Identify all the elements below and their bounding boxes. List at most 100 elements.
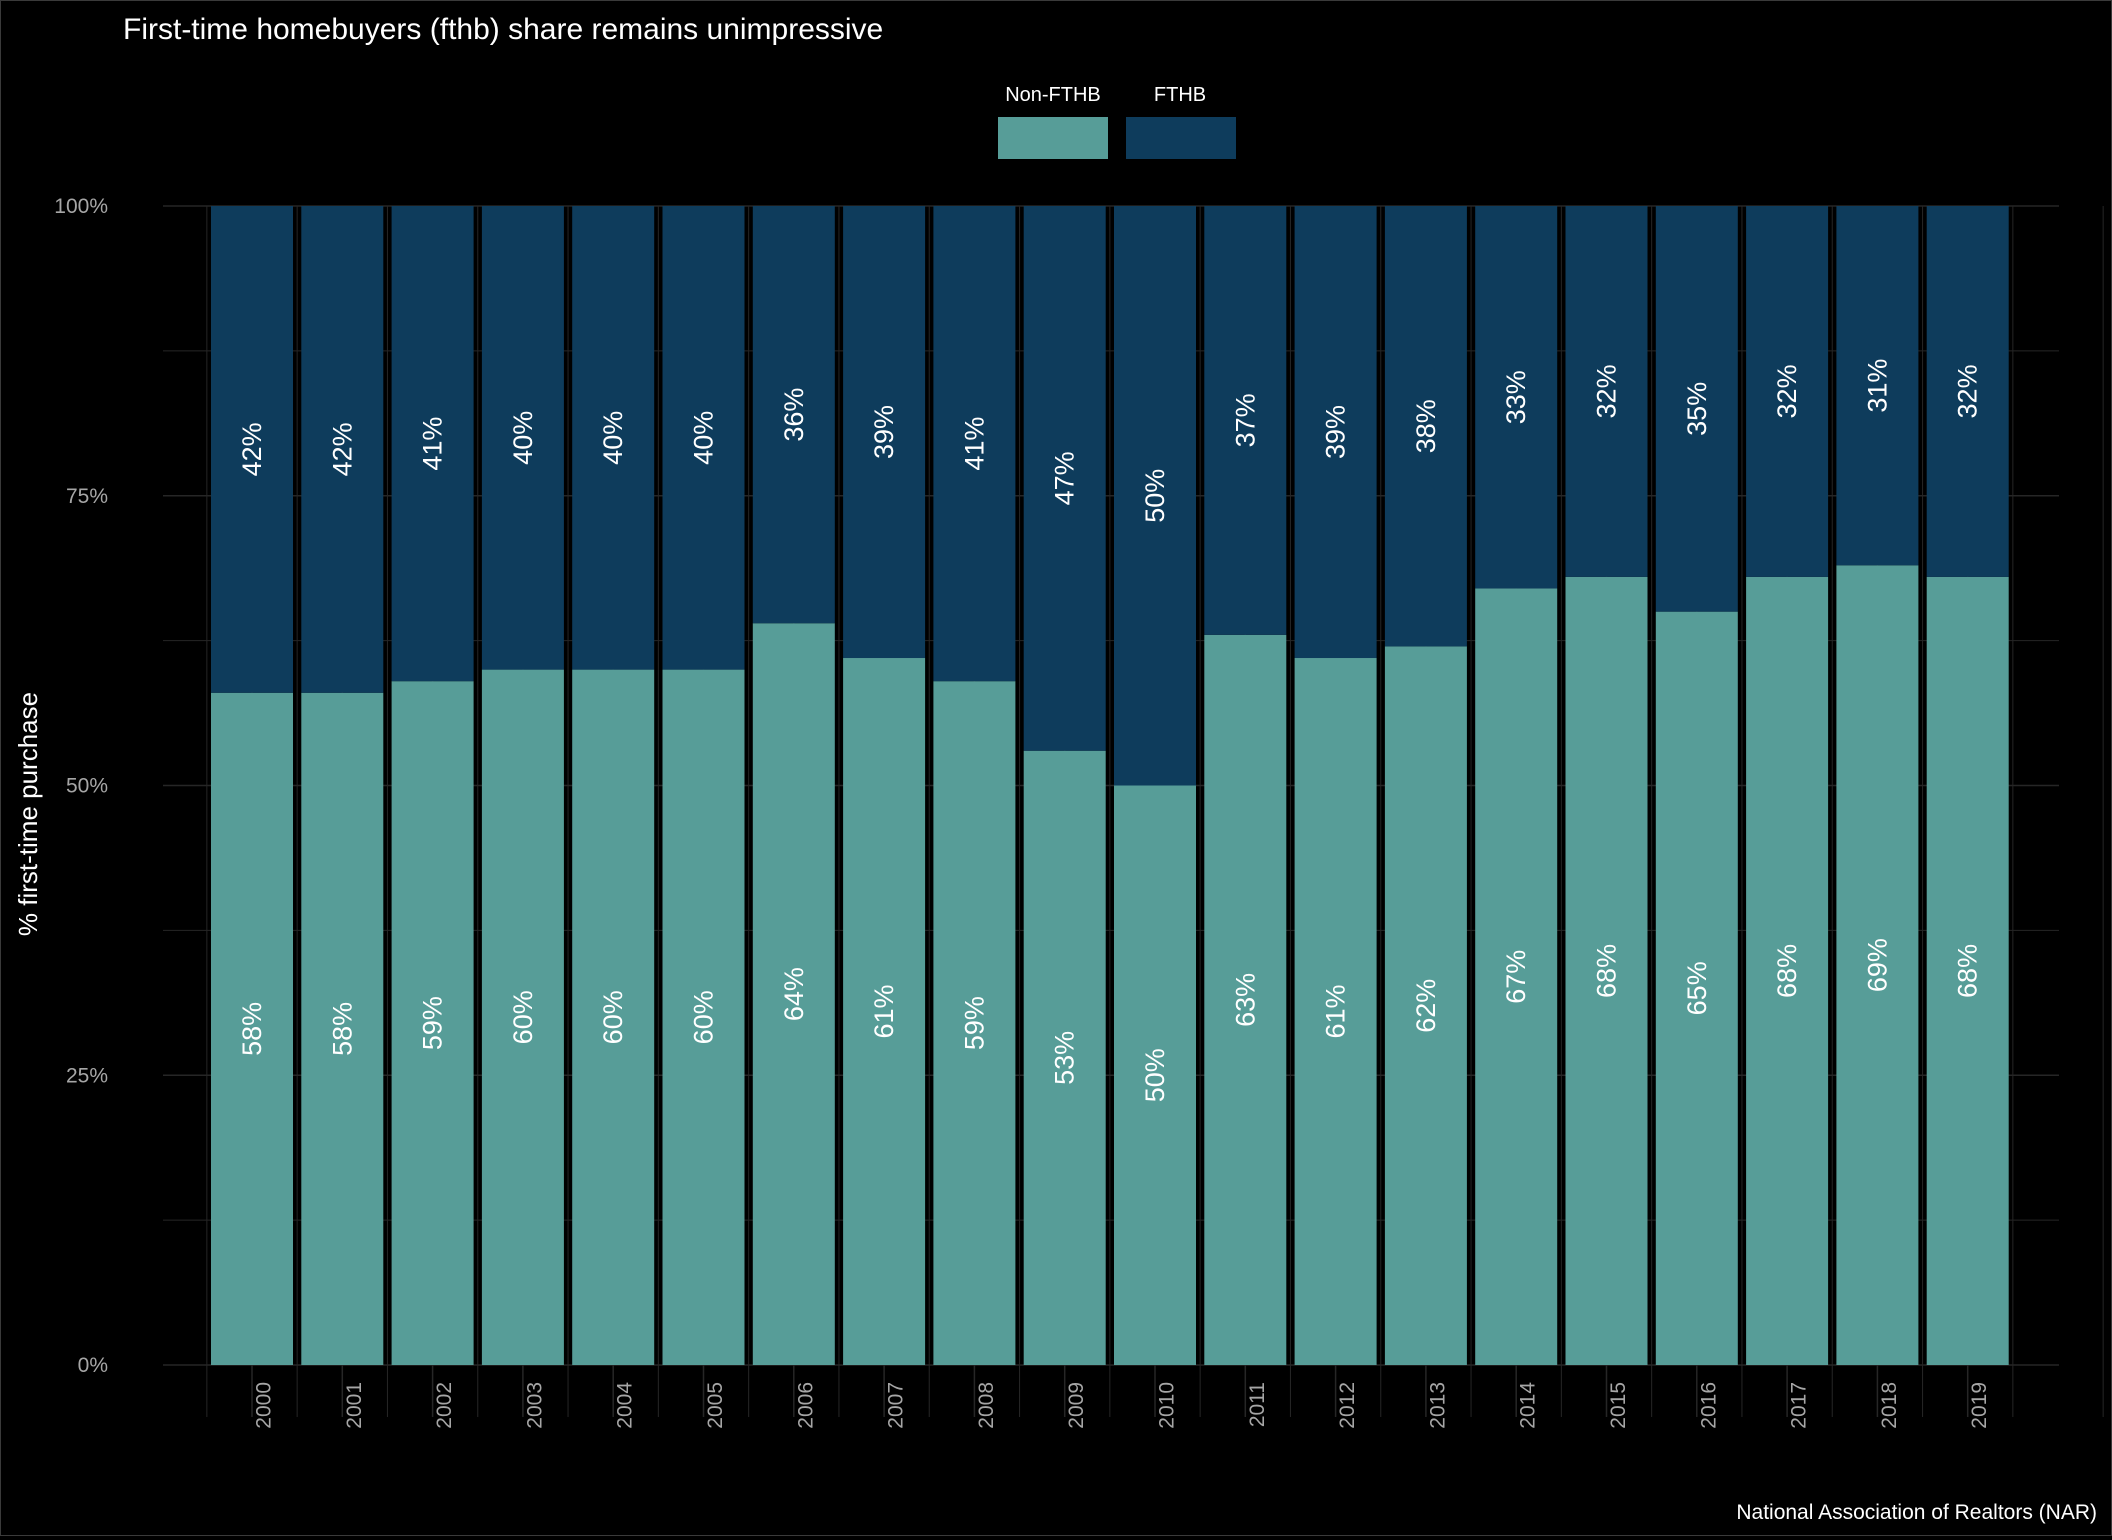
bar-label-non-fthb: 53% (1050, 1031, 1080, 1085)
bar-fthb (843, 206, 926, 659)
legend: Non-FTHB FTHB (998, 84, 1236, 159)
y-axis-label: % first-time purchase (13, 692, 43, 936)
y-tick-label: 100% (54, 195, 108, 218)
bar-non-fthb (391, 681, 474, 1365)
bar-non-fthb (1023, 750, 1106, 1365)
bar-fthb (211, 206, 293, 693)
x-tick-label: 2016 (1697, 1382, 1720, 1429)
y-tick-label: 75% (66, 485, 108, 508)
bar-label-fthb: 32% (1772, 364, 1802, 418)
bar-non-fthb (1114, 785, 1196, 1365)
bar-label-non-fthb: 60% (689, 990, 719, 1044)
x-tick-label: 2007 (885, 1382, 908, 1429)
bar-label-fthb: 41% (959, 417, 989, 471)
bar-label-non-fthb: 69% (1862, 938, 1892, 992)
bar-non-fthb (1294, 658, 1377, 1365)
bar-label-fthb: 41% (418, 417, 448, 471)
bar-label-non-fthb: 50% (1140, 1048, 1170, 1102)
x-tick-label: 2012 (1336, 1382, 1359, 1429)
bar-fthb (1926, 206, 2009, 577)
bar-fthb (572, 206, 655, 670)
bar-label-fthb: 38% (1411, 399, 1441, 453)
y-tick-label: 0% (78, 1354, 108, 1377)
bar-label-non-fthb: 64% (779, 967, 809, 1021)
bar-label-fthb: 39% (1321, 405, 1351, 459)
chart-title: First-time homebuyers (fthb) share remai… (123, 13, 883, 46)
x-tick-label: 2005 (704, 1382, 727, 1429)
x-tick-label: 2000 (253, 1382, 276, 1429)
bar-fthb (662, 206, 745, 670)
x-tick-label: 2002 (433, 1382, 456, 1429)
bar-fthb (1565, 206, 1648, 577)
x-tick-label: 2004 (614, 1382, 637, 1429)
bar-fthb (752, 206, 835, 624)
legend-label-non-fthb: Non-FTHB (1005, 84, 1101, 106)
bar-label-non-fthb: 60% (598, 990, 628, 1044)
bar-label-non-fthb: 60% (508, 990, 538, 1044)
bar-fthb (1746, 206, 1829, 577)
bar-label-fthb: 42% (237, 422, 267, 476)
bar-non-fthb (1204, 634, 1287, 1365)
bar-label-non-fthb: 58% (237, 1002, 267, 1056)
bar-label-non-fthb: 65% (1682, 961, 1712, 1015)
bar-label-fthb: 39% (869, 405, 899, 459)
bar-label-fthb: 37% (1230, 393, 1260, 447)
bar-non-fthb (481, 669, 564, 1365)
legend-key-non-fthb (998, 117, 1108, 159)
bar-label-fthb: 47% (1050, 451, 1080, 505)
bar-non-fthb (843, 658, 926, 1365)
x-tick-label: 2009 (1065, 1382, 1088, 1429)
bar-fthb (933, 206, 1016, 682)
x-tick-label: 2014 (1517, 1382, 1540, 1429)
bar-non-fthb (752, 623, 835, 1365)
bar-label-non-fthb: 67% (1501, 950, 1531, 1004)
bar-label-fthb: 50% (1140, 469, 1170, 523)
x-tick-label: 2001 (343, 1382, 366, 1429)
x-tick-label: 2019 (1968, 1382, 1991, 1429)
bar-label-fthb: 36% (779, 388, 809, 442)
bar-label-fthb: 42% (327, 422, 357, 476)
bar-label-non-fthb: 63% (1230, 973, 1260, 1027)
x-tick-label: 2017 (1788, 1382, 1811, 1429)
bar-label-non-fthb: 68% (1592, 944, 1622, 998)
bar-non-fthb (1475, 588, 1558, 1365)
x-tick-label: 2011 (1246, 1382, 1269, 1427)
x-axis-ticks: 2000 2001 2002 2003 2004 2005 2006 2007 2008 2009… (253, 1382, 1992, 1429)
x-tick-label: 2013 (1426, 1382, 1449, 1429)
bar-fthb (1023, 206, 1106, 751)
bar-fthb (301, 206, 384, 693)
bar-fthb (481, 206, 564, 670)
y-tick-label: 50% (66, 775, 108, 798)
bar-fthb (1836, 206, 1919, 566)
bar-fthb (1384, 206, 1467, 647)
bar-non-fthb (301, 692, 384, 1365)
bar-fthb (1114, 206, 1196, 786)
bar-non-fthb (572, 669, 655, 1365)
bar-label-non-fthb: 58% (327, 1002, 357, 1056)
bar-fthb (1204, 206, 1287, 635)
chart-caption: National Association of Realtors (NAR) (1736, 1501, 2097, 1524)
bar-label-fthb: 40% (508, 411, 538, 465)
y-tick-label: 25% (66, 1064, 108, 1087)
bar-label-fthb: 40% (598, 411, 628, 465)
bar-fthb (391, 206, 474, 682)
x-tick-label: 2018 (1878, 1382, 1901, 1429)
bar-label-non-fthb: 62% (1411, 979, 1441, 1033)
bar-non-fthb (1836, 565, 1919, 1365)
bars-layer (211, 206, 2009, 1365)
x-tick-label: 2015 (1607, 1382, 1630, 1429)
bar-non-fthb (211, 692, 293, 1365)
bar-non-fthb (1384, 646, 1467, 1365)
x-tick-label: 2003 (523, 1382, 546, 1429)
bar-label-non-fthb: 68% (1953, 944, 1983, 998)
bar-non-fthb (1746, 576, 1829, 1365)
bar-non-fthb (1565, 576, 1648, 1365)
x-tick-label: 2008 (975, 1382, 998, 1429)
bar-non-fthb (662, 669, 745, 1365)
bar-fthb (1475, 206, 1558, 589)
bar-label-fthb: 35% (1682, 382, 1712, 436)
legend-label-fthb: FTHB (1154, 84, 1206, 106)
x-tick-label: 2010 (1156, 1382, 1179, 1429)
